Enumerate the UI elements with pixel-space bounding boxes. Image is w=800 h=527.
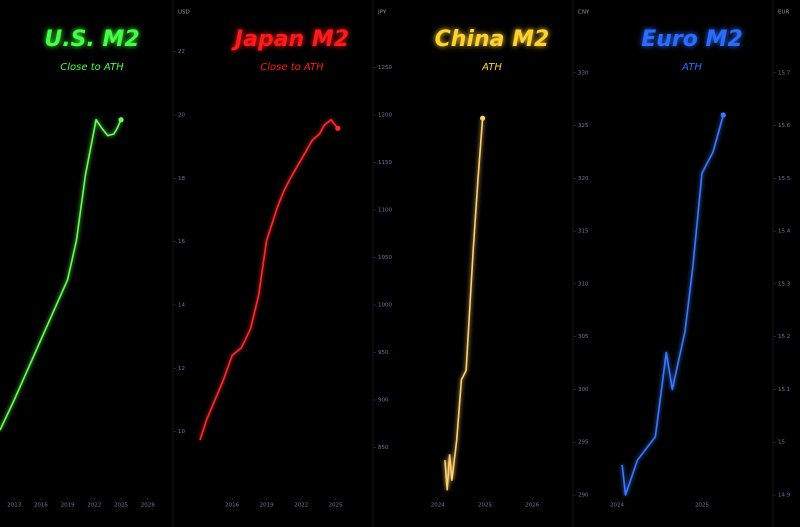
x-tick-label: 2019 (260, 503, 274, 509)
x-tick-label: 2025 (329, 503, 343, 509)
x-tick-label: 2025 (478, 503, 492, 509)
data-line (0, 118, 122, 431)
y-tick-label: 310 (578, 281, 589, 287)
end-point (335, 125, 341, 131)
panel: CNY 290 295 300 305 310 315 320 325 330 2024 2025 20… (431, 0, 590, 527)
y-tick-label: 295 (578, 440, 589, 446)
y-tick-label: 14 (178, 303, 185, 309)
panel: EUR 14.9 15 15.1 15.2 15.3 15.4 15.5 15.6 15.7 202… (610, 0, 791, 527)
y-tick-label: 12 (178, 366, 185, 372)
chart-title: Euro M2 (641, 27, 743, 52)
y-tick-label: 15.1 (778, 387, 790, 393)
x-tick-label: 2016 (34, 503, 48, 509)
x-tick-label: 2013 (7, 503, 21, 509)
data-line (621, 114, 725, 496)
y-tick-label: 15.4 (778, 229, 791, 235)
data-line (444, 118, 484, 491)
chart-subtitle: Close to ATH (260, 62, 324, 73)
data-line (199, 119, 339, 441)
y-tick-label: 330 (578, 70, 589, 76)
axis-unit: EUR (778, 10, 790, 16)
y-tick-label: 305 (578, 334, 589, 340)
x-tick-label: 2022 (87, 503, 101, 509)
chart-subtitle: ATH (681, 62, 702, 73)
end-point (480, 115, 486, 121)
y-tick-label: 15.7 (778, 70, 791, 76)
x-tick-label: 2026 (525, 503, 539, 509)
y-tick-label: 900 (378, 398, 389, 404)
x-tick-label: 2019 (61, 503, 75, 509)
y-tick-label: 1250 (378, 65, 392, 71)
y-tick-label: 20 (178, 113, 185, 119)
chart-title: China M2 (435, 27, 550, 52)
y-tick-label: 1000 (378, 303, 392, 309)
x-tick-label: 2028 (141, 503, 155, 509)
y-tick-label: 950 (378, 350, 389, 356)
y-tick-label: 1100 (378, 208, 392, 214)
x-tick-label: 2025 (114, 503, 128, 509)
y-tick-label: 22 (178, 49, 185, 55)
chart-subtitle: Close to ATH (60, 62, 124, 73)
y-tick-label: 290 (578, 493, 589, 499)
y-tick-label: 10 (178, 429, 185, 435)
x-tick-label: 2024 (610, 503, 624, 509)
chart-subtitle: ATH (481, 62, 502, 73)
y-tick-label: 15.2 (778, 334, 790, 340)
y-tick-label: 1050 (378, 255, 392, 261)
y-tick-label: 325 (578, 123, 589, 129)
x-tick-label: 2024 (431, 503, 445, 509)
y-tick-label: 16 (178, 239, 185, 245)
y-tick-label: 1200 (378, 113, 392, 119)
x-tick-label: 2016 (225, 503, 239, 509)
y-tick-label: 18 (178, 176, 185, 182)
axis-unit: CNY (578, 10, 590, 16)
chart-title: U.S. M2 (44, 27, 139, 52)
y-tick-label: 1150 (378, 160, 392, 166)
x-tick-label: 2022 (294, 503, 308, 509)
x-tick-label: 2025 (695, 503, 709, 509)
end-point (720, 112, 726, 118)
chart-title: Japan M2 (231, 27, 349, 52)
y-tick-label: 15.3 (778, 281, 791, 287)
axis-unit: JPY (377, 10, 387, 16)
axis-unit: USD (178, 10, 190, 16)
y-tick-label: 15 (778, 440, 785, 446)
end-point (118, 117, 124, 123)
y-tick-label: 300 (578, 387, 589, 393)
y-tick-label: 850 (378, 445, 389, 451)
panel: JPY 850 900 950 1000 1050 1100 1150 1200 1250 2016… (199, 0, 392, 527)
y-tick-label: 315 (578, 229, 589, 235)
y-tick-label: 320 (578, 176, 589, 182)
y-tick-label: 15.6 (778, 123, 791, 129)
y-tick-label: 15.5 (778, 176, 791, 182)
y-tick-label: 14.9 (778, 493, 791, 499)
